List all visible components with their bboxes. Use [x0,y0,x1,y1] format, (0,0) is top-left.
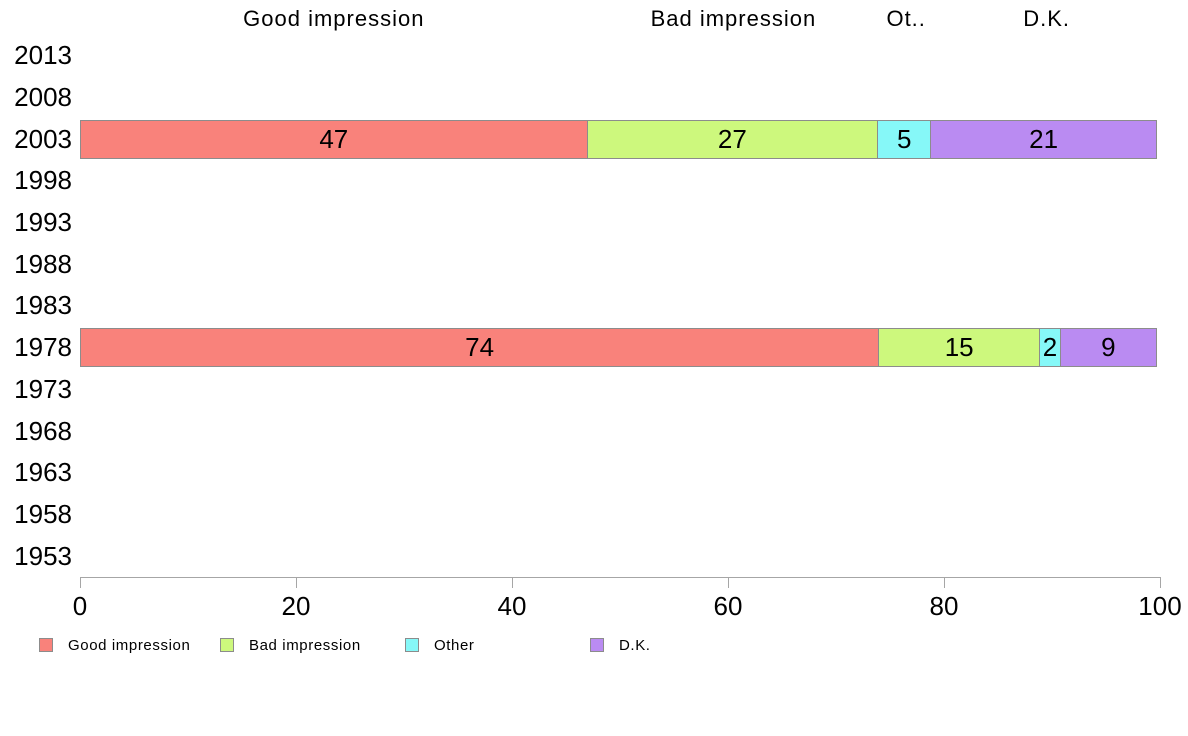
y-axis-label-2013: 2013 [14,40,72,71]
bar-value-label: 21 [1029,123,1059,154]
bar-value-label: 5 [896,123,912,154]
x-axis-tick-0 [79,577,81,588]
legend-swatch-d-k [590,638,604,652]
bar-segment-bad-impression-1978[interactable]: 15 [878,328,1041,368]
bar-value-label: 15 [944,332,974,363]
legend-swatch-other [405,638,419,652]
bar-segment-d-k-1978[interactable]: 9 [1059,328,1157,368]
legend-item-good-impression[interactable]: Good impression [39,632,190,658]
column-header-ot: Ot.. [886,6,926,31]
bar-segment-good-impression-1978[interactable]: 74 [80,328,880,368]
bar-value-label: 74 [465,332,495,363]
x-axis-tick-label-20: 20 [281,591,311,621]
legend-swatch-bad-impression [220,638,234,652]
bar-value-label: 9 [1101,332,1116,363]
x-axis-tick-40 [511,577,513,588]
x-axis-tick-label-60: 60 [713,591,743,621]
y-axis-label-1998: 1998 [14,165,72,196]
y-axis-label-1988: 1988 [14,248,72,279]
bar-value-label: 27 [717,123,747,154]
x-axis-tick-label-0: 0 [72,591,88,621]
bar-segment-d-k-2003[interactable]: 21 [930,119,1157,159]
column-header-good-impression: Good impression [243,6,425,31]
legend-label-good-impression: Good impression [68,636,191,654]
legend-item-bad-impression[interactable]: Bad impression [220,632,361,658]
y-axis-label-1973: 1973 [14,373,72,404]
y-axis-label-1968: 1968 [14,415,72,446]
bar-value-label: 47 [319,123,349,154]
y-axis-label-2008: 2008 [14,82,72,113]
y-axis-label-1953: 1953 [14,540,72,571]
bar-segment-good-impression-2003[interactable]: 47 [80,119,588,159]
legend-item-other[interactable]: Other [405,632,475,658]
y-axis-label-1993: 1993 [14,207,72,238]
legend-label-d-k: D.K. [619,636,651,654]
x-axis-tick-label-100: 100 [1138,591,1182,621]
y-axis-label-2003: 2003 [14,123,72,154]
legend-label-other: Other [434,636,475,654]
x-axis-line [80,577,1160,578]
x-axis-tick-60 [727,577,729,588]
y-axis-label-1983: 1983 [14,290,72,321]
bar-segment-other-2003[interactable]: 5 [877,119,932,159]
bar-row-2003: 47 27 5 21 [80,119,1157,159]
x-axis-tick-80 [943,577,945,588]
column-header-bad-impression: Bad impression [650,6,817,31]
x-axis-tick-label-40: 40 [497,591,527,621]
legend-label-bad-impression: Bad impression [249,636,361,654]
x-axis-tick-label-80: 80 [929,591,959,621]
bar-value-label: 2 [1042,332,1058,363]
legend-swatch-good-impression [39,638,53,652]
y-axis-label-1958: 1958 [14,498,72,529]
y-axis-label-1963: 1963 [14,457,72,488]
bar-segment-other-1978[interactable]: 2 [1039,328,1061,368]
legend-item-d-k[interactable]: D.K. [590,632,651,658]
bar-row-1978: 74 15 2 9 [80,328,1157,368]
y-axis-label-1978: 1978 [14,332,72,363]
x-axis-tick-20 [295,577,297,588]
bar-segment-bad-impression-2003[interactable]: 27 [586,119,879,159]
x-axis-tick-100 [1159,577,1161,588]
column-header-d-k: D.K. [1023,6,1070,31]
